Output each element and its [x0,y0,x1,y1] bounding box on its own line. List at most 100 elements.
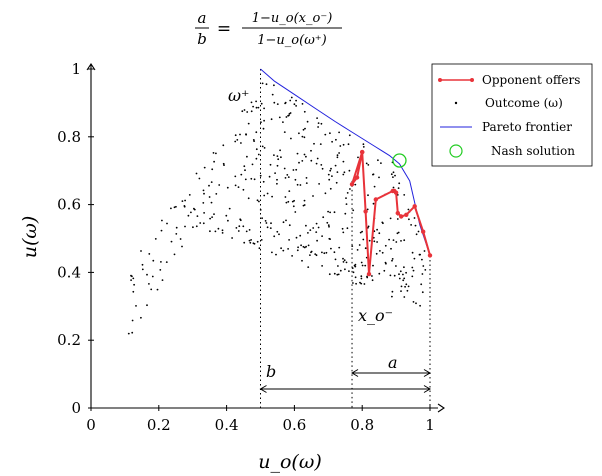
outcome-point [377,159,379,161]
outcome-point [328,224,330,226]
outcome-point [128,333,130,335]
outcome-point [411,276,413,278]
outcome-point [413,301,415,303]
outcome-point [244,169,246,171]
outcome-point [140,317,142,319]
outcome-point [286,174,288,176]
outcome-point [342,228,344,230]
outcome-point [298,162,300,164]
outcome-point [297,184,299,186]
outcome-point [309,229,311,231]
outcome-point [415,302,417,304]
outcome-point [403,266,405,268]
outcome-point [256,148,258,150]
outcome-point [262,146,264,148]
outcome-point [131,332,133,334]
outcome-point [285,102,287,104]
outcome-point [345,197,347,199]
outcome-point [258,201,260,203]
x-ticks: 0 0.2 0.4 0.6 0.8 1 [86,405,435,434]
outcome-point [315,231,317,233]
outcome-point [326,252,328,254]
outcome-point [392,258,394,260]
outcome-point [330,188,332,190]
outcome-point [161,230,163,232]
outcome-point [276,231,278,233]
outcome-point [318,122,320,124]
opponent-offer-point [399,214,403,218]
outcome-point [260,175,262,177]
opponent-offer-point [413,204,417,208]
outcome-point [355,276,357,278]
outcome-point [236,139,238,141]
outcome-point [300,244,302,246]
outcome-point [152,260,154,262]
opponent-offer-point [404,213,408,217]
outcome-point [182,200,184,202]
outcome-point [287,248,289,250]
outcome-point [171,241,173,243]
outcome-point [262,83,264,85]
outcome-point [189,194,191,196]
outcome-point [394,275,396,277]
outcome-point [336,182,338,184]
outcome-point [275,254,277,256]
outcome-point [196,173,198,175]
outcome-point [304,154,306,156]
outcome-point [277,103,279,105]
opponent-offer-point [350,182,354,186]
outcome-point [162,279,164,281]
outcome-point [403,278,405,280]
outcome-point [405,272,407,274]
outcome-point [301,260,303,262]
outcome-point [261,217,263,219]
title-numerator-a: a [198,9,207,27]
outcome-point [253,140,255,142]
outcome-point [166,261,168,263]
outcome-point [243,242,245,244]
outcome-point [192,226,194,228]
outcome-point [335,165,337,167]
outcome-point [238,230,240,232]
outcome-point [342,258,344,260]
outcome-point [306,182,308,184]
outcome-point [328,179,330,181]
outcome-point [170,208,172,210]
outcome-point [251,110,253,112]
outcome-point [132,320,134,322]
outcome-point [312,195,314,197]
outcome-point [243,189,245,191]
outcome-point [304,111,306,113]
outcome-point [250,239,252,241]
outcome-point [246,231,248,233]
outcome-point [383,270,385,272]
outcome-point [339,145,341,147]
outcome-point [391,173,393,175]
outcome-point [270,227,272,229]
outcome-point [328,174,330,176]
outcome-point [346,262,348,264]
outcome-point [294,211,296,213]
outcome-point [135,305,137,307]
outcome-point [361,262,363,264]
outcome-point [264,147,266,149]
outcome-point [360,232,362,234]
outcome-point [213,213,215,215]
outcome-point [274,172,276,174]
outcome-point [243,165,245,167]
outcome-point [287,201,289,203]
outcome-point [316,254,318,256]
outcome-point [211,181,213,183]
outcome-point [412,252,414,254]
outcome-point [403,239,405,241]
outcome-point [242,225,244,227]
y-tick-label: 1 [71,60,81,78]
outcome-point [175,233,177,235]
outcome-point [317,126,319,128]
outcome-point [270,164,272,166]
outcome-point [397,232,399,234]
outcome-point [348,143,350,145]
outcome-point [304,204,306,206]
outcome-point [295,105,297,107]
outcome-point [360,283,362,285]
